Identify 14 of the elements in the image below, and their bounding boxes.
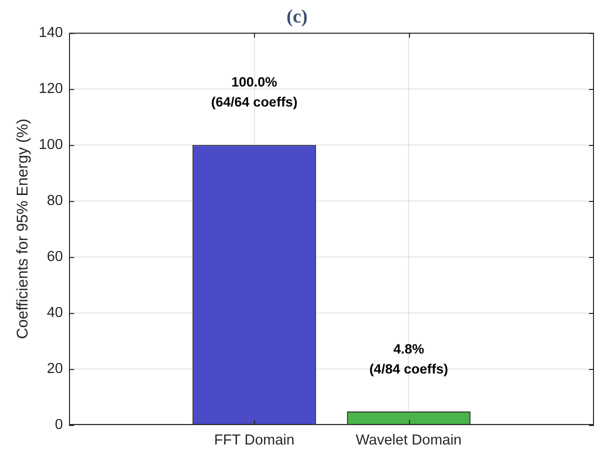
y-tick-label: 80 [46, 192, 63, 209]
data-label: 4.8% (4/84 coeffs) [369, 341, 448, 376]
y-tick-label: 120 [38, 80, 63, 97]
chart-title: (c) [286, 6, 308, 28]
data-label: 100.0% (64/64 coeffs) [211, 74, 298, 110]
y-tick-label: 60 [46, 248, 63, 265]
y-axis-title: Coefficients for 95% Energy (%) [14, 118, 32, 340]
y-tick-label: 40 [46, 304, 63, 321]
x-tick-label: Wavelet Domain [356, 432, 462, 449]
y-tick-label: 140 [38, 24, 63, 41]
y-tick-label: 20 [46, 360, 63, 377]
y-tick-label: 0 [54, 417, 63, 433]
x-tick-label: FFT Domain [214, 432, 294, 449]
y-tick-label: 100 [38, 136, 63, 153]
